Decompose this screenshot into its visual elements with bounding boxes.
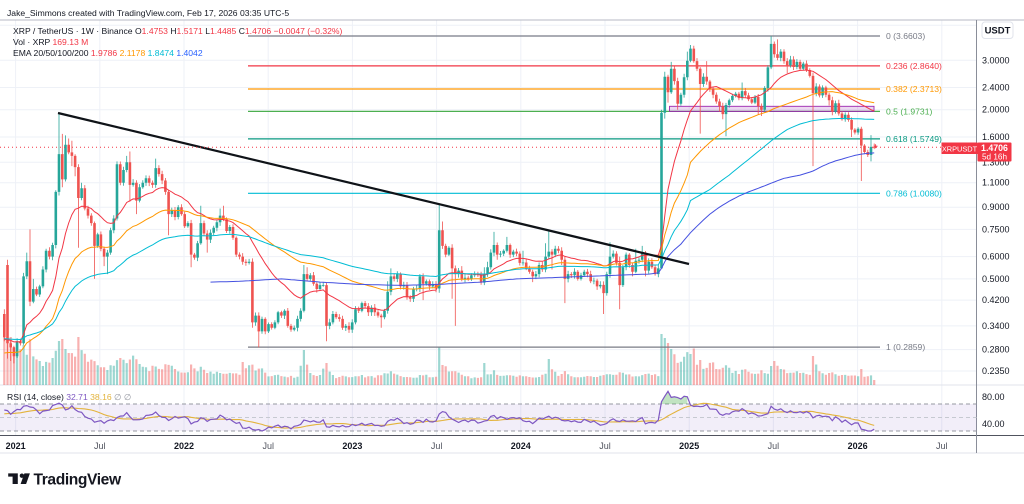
svg-text:USDT: USDT: [985, 26, 1011, 37]
svg-text:0.2350: 0.2350: [982, 366, 1010, 376]
svg-text:1.4706: 1.4706: [981, 143, 1008, 153]
svg-text:1 (0.2859): 1 (0.2859): [886, 342, 925, 352]
svg-text:5d 16h: 5d 16h: [982, 153, 1007, 162]
svg-text:0.6000: 0.6000: [982, 252, 1010, 262]
svg-text:2.0000: 2.0000: [982, 105, 1010, 115]
svg-text:Jul: Jul: [262, 441, 274, 451]
svg-text:0.786 (1.0080): 0.786 (1.0080): [886, 188, 942, 198]
svg-text:0.236 (2.8640): 0.236 (2.8640): [886, 61, 942, 71]
svg-text:0.618 (1.5749): 0.618 (1.5749): [886, 134, 942, 144]
svg-text:80.00: 80.00: [982, 392, 1005, 402]
svg-text:EMA 20/50/100/200 1.9786 2.117: EMA 20/50/100/200 1.9786 2.1178 1.8474 1…: [13, 48, 203, 58]
svg-text:Jake_Simmons created with Trad: Jake_Simmons created with TradingView.co…: [7, 8, 289, 18]
svg-text:0.2800: 0.2800: [982, 345, 1010, 355]
svg-text:XRPUSDT: XRPUSDT: [942, 144, 978, 153]
svg-text:2021: 2021: [6, 441, 26, 451]
svg-text:1.6000: 1.6000: [982, 132, 1010, 142]
svg-text:40.00: 40.00: [982, 419, 1005, 429]
svg-text:0.4200: 0.4200: [982, 295, 1010, 305]
svg-text:XRP / TetherUS · 1W · Binance: XRP / TetherUS · 1W · Binance O1.4753 H1…: [13, 26, 343, 36]
svg-text:2023: 2023: [342, 441, 362, 451]
svg-text:2025: 2025: [679, 441, 699, 451]
svg-text:0.7500: 0.7500: [982, 224, 1010, 234]
svg-text:Jul: Jul: [768, 441, 780, 451]
svg-text:0.5000: 0.5000: [982, 274, 1010, 284]
svg-text:TradingView: TradingView: [34, 471, 122, 488]
svg-text:0.5 (1.9731): 0.5 (1.9731): [886, 106, 932, 116]
svg-text:1.3000: 1.3000: [982, 157, 1010, 167]
svg-text:Jul: Jul: [599, 441, 611, 451]
svg-text:Jul: Jul: [431, 441, 443, 451]
svg-text:Jul: Jul: [936, 441, 948, 451]
svg-text:1.1000: 1.1000: [982, 178, 1010, 188]
svg-text:0.3400: 0.3400: [982, 321, 1010, 331]
svg-text:2026: 2026: [848, 441, 868, 451]
svg-text:2024: 2024: [511, 441, 531, 451]
svg-text:Jul: Jul: [94, 441, 106, 451]
svg-text:Vol · XRP 169.13 M: Vol · XRP 169.13 M: [13, 37, 88, 47]
svg-text:0.9000: 0.9000: [982, 202, 1010, 212]
svg-text:3.0000: 3.0000: [982, 55, 1010, 65]
svg-text:0 (3.6603): 0 (3.6603): [886, 31, 925, 41]
svg-text:2.4000: 2.4000: [982, 83, 1010, 93]
svg-text:RSI (14, close) 32.71 38.16 ∅: RSI (14, close) 32.71 38.16 ∅ ∅: [7, 392, 132, 402]
svg-text:0.382 (2.3713): 0.382 (2.3713): [886, 84, 942, 94]
svg-text:2022: 2022: [174, 441, 194, 451]
